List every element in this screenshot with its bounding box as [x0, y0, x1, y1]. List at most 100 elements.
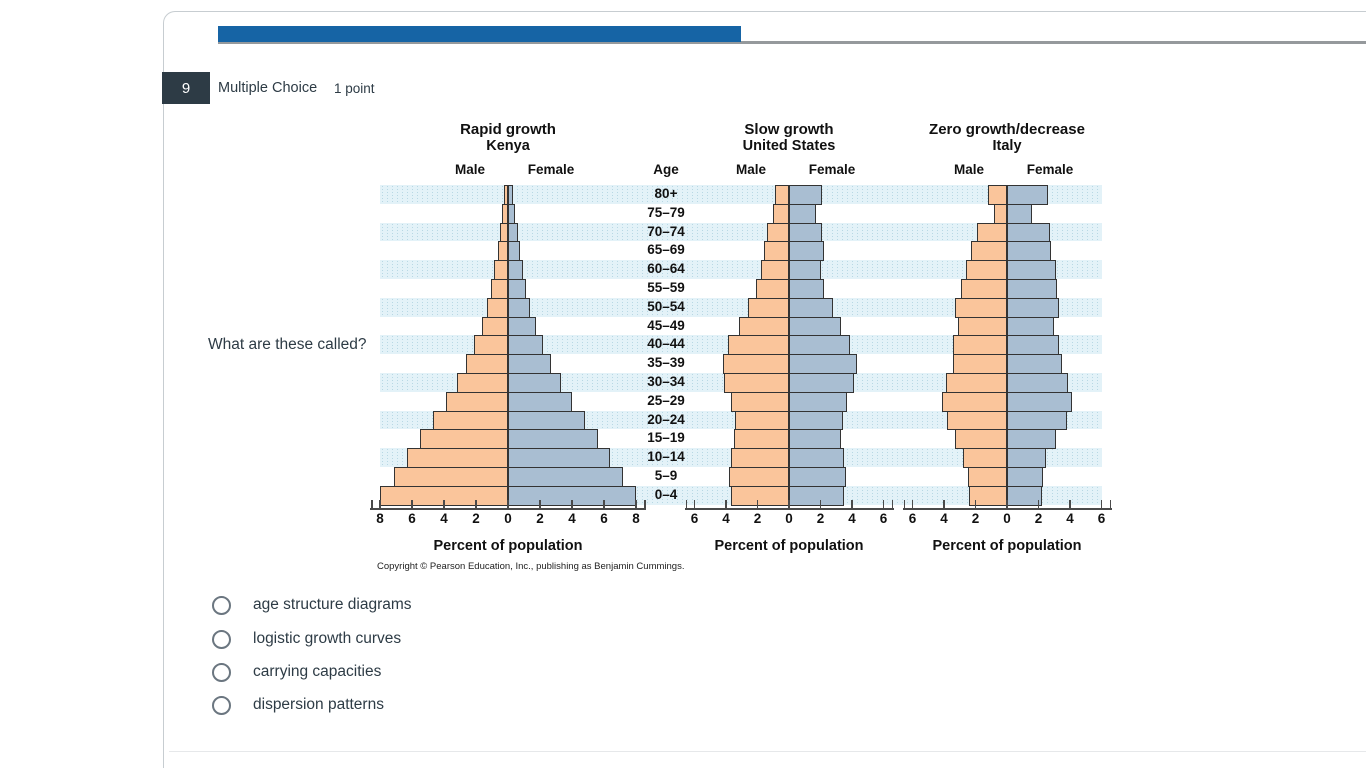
pyramid-bar-male: [955, 429, 1007, 450]
age-group-label: 65–69: [647, 242, 685, 258]
pyramid-bar-male: [432, 410, 508, 431]
question-number-badge: 9: [162, 72, 210, 104]
age-group-label: 25–29: [647, 392, 685, 408]
x-axis-title: Percent of population: [433, 538, 583, 554]
question-prompt: What are these called?: [208, 336, 367, 353]
pyramid-bar-male: [958, 316, 1007, 337]
x-axis-tick-label: 2: [816, 511, 825, 526]
pyramid-bar-female: [508, 185, 513, 205]
x-axis-tick-label: 8: [632, 511, 640, 526]
pyramid-bar-female: [1007, 485, 1042, 506]
age-column-header: Age: [653, 162, 679, 177]
question-points-label: 1 point: [334, 81, 375, 96]
pyramid-bar-male: [763, 241, 789, 262]
pyramid-bar-male: [766, 222, 789, 243]
male-column-header: Male: [953, 162, 985, 177]
question-number: 9: [181, 79, 191, 97]
pyramid-bar-female: [789, 391, 848, 412]
x-axis-tick-label: 6: [600, 511, 608, 526]
x-axis-tick: [911, 499, 914, 508]
pyramid-bar-male: [970, 241, 1007, 262]
pyramid-title: Zero growth/decrease: [929, 121, 1085, 138]
pyramid-subtitle: Kenya: [486, 138, 530, 154]
x-axis-tick: [1100, 499, 1103, 508]
pyramid-bar-female: [508, 335, 544, 356]
option-radio-2[interactable]: [212, 630, 231, 649]
pyramid-bar-male: [735, 410, 789, 431]
x-axis-tick-label: 0: [785, 511, 793, 526]
age-group-label: 55–59: [647, 280, 685, 295]
x-axis-tick-label: 2: [1034, 511, 1043, 526]
pyramid-bar-male: [994, 203, 1007, 224]
x-axis-tick: [603, 499, 605, 508]
x-axis-tick: [693, 499, 696, 508]
option-radio-1[interactable]: [212, 596, 231, 615]
age-row-band: [380, 222, 1102, 242]
pyramid-bar-female: [508, 410, 585, 431]
pyramid-bar-male: [487, 297, 508, 318]
x-axis-tick-label: 4: [440, 511, 448, 526]
x-axis-tick: [943, 499, 945, 508]
pyramid-bar-female: [1007, 185, 1048, 205]
pyramid-bar-male: [407, 448, 508, 468]
pyramid-bar-female: [789, 429, 841, 450]
pyramid-bar-female: [789, 410, 843, 431]
pyramid-bar-female: [508, 373, 561, 393]
x-axis-tick-label: 4: [1066, 511, 1074, 526]
pyramid-bar-female: [1007, 373, 1069, 393]
pyramid-bar-female: [508, 260, 524, 280]
pyramid-title: Slow growth: [744, 121, 834, 138]
female-column-header: Female: [808, 162, 856, 177]
pyramid-bar-male: [945, 373, 1007, 393]
x-axis-line: [902, 507, 1112, 510]
pyramid-bar-female: [789, 354, 857, 374]
pyramid-bar-male: [942, 391, 1007, 412]
pyramid-bar-male: [977, 222, 1007, 243]
pyramid-bar-male: [760, 260, 789, 280]
female-column-header: Female: [1026, 162, 1074, 177]
pyramid-bar-female: [1007, 467, 1044, 487]
pyramid-bar-male: [394, 467, 508, 487]
pyramid-bar-male: [955, 297, 1007, 318]
pyramid-bar-male: [733, 429, 789, 450]
pyramid-bar-female: [508, 279, 527, 299]
age-group-label: 80+: [654, 186, 678, 201]
age-group-label: 40–44: [647, 336, 685, 352]
pyramid-bar-male: [497, 241, 508, 262]
pyramid-bar-female: [1007, 297, 1059, 318]
x-axis-tick: [411, 499, 413, 508]
pyramid-title: Rapid growth: [460, 121, 556, 138]
x-axis-end-cap: [371, 499, 373, 508]
option-label-3[interactable]: carrying capacities: [253, 663, 382, 680]
x-axis-end-cap: [1109, 499, 1111, 508]
age-group-label: 20–24: [647, 411, 685, 427]
quiz-progress-bar: [218, 26, 741, 42]
x-axis-tick-label: 6: [1097, 511, 1106, 526]
option-label-2[interactable]: logistic growth curves: [253, 630, 402, 647]
pyramid-bar-female: [508, 241, 520, 262]
pyramid-bar-male: [466, 354, 508, 374]
pyramid-bar-male: [774, 185, 789, 205]
x-axis-tick: [974, 499, 977, 508]
x-axis-tick: [819, 499, 822, 508]
pyramid-bar-female: [1007, 203, 1033, 224]
x-axis-tick: [571, 499, 573, 508]
pyramid-bar-male: [481, 316, 508, 337]
pyramid-bar-female: [508, 297, 531, 318]
pyramid-bar-male: [724, 373, 789, 393]
option-radio-4[interactable]: [212, 696, 231, 715]
pyramid-bar-female: [789, 241, 824, 262]
x-axis-tick: [635, 499, 637, 508]
option-radio-3[interactable]: [212, 663, 231, 682]
x-axis-tick: [475, 499, 477, 508]
option-label-4[interactable]: dispersion patterns: [253, 696, 384, 713]
x-axis-tick-label: 4: [568, 511, 576, 526]
option-label-1[interactable]: age structure diagrams: [253, 596, 412, 613]
pyramid-bar-female: [508, 448, 611, 468]
pyramid-bar-female: [789, 185, 823, 205]
pyramid-bar-male: [491, 279, 508, 299]
pyramid-bar-female: [789, 316, 841, 337]
pyramid-bar-male: [773, 203, 789, 224]
x-axis-tick: [851, 499, 853, 508]
x-axis-tick-label: 2: [971, 511, 980, 526]
